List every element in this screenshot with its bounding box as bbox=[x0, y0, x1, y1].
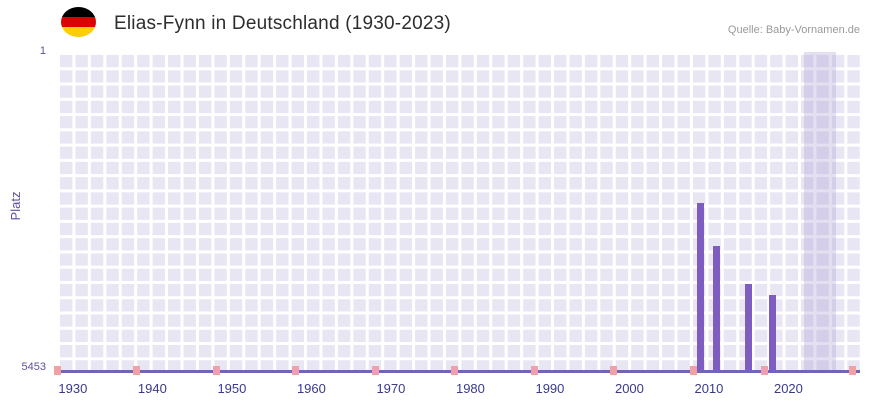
y-axis-label-bottom: 5453 bbox=[21, 361, 46, 373]
x-tick-label-2020: 2020 bbox=[773, 381, 803, 396]
recent-years-highlight-band bbox=[804, 52, 837, 370]
x-tick-label-1930: 1930 bbox=[58, 381, 88, 396]
x-tick-label-1950: 1950 bbox=[217, 381, 247, 396]
y-axis-label-top: 1 bbox=[39, 45, 46, 57]
x-tick-label-1940: 1940 bbox=[137, 381, 167, 396]
x-tick-label-2010: 2010 bbox=[694, 381, 724, 396]
rank-bar-2015[interactable] bbox=[745, 284, 753, 370]
source-attribution: Quelle: Baby-Vornamen.de bbox=[727, 24, 860, 36]
no-rank-marker[interactable] bbox=[451, 366, 459, 375]
y-axis-title: Platz bbox=[8, 191, 23, 221]
x-tick-label-1970: 1970 bbox=[376, 381, 406, 396]
no-rank-marker[interactable] bbox=[371, 366, 379, 375]
no-rank-marker[interactable] bbox=[761, 366, 769, 375]
no-rank-marker[interactable] bbox=[530, 366, 538, 375]
x-tick-label-1990: 1990 bbox=[535, 381, 565, 396]
germany-flag-icon bbox=[61, 7, 96, 37]
rank-bar-2018[interactable] bbox=[769, 295, 777, 370]
rank-bar-2011[interactable] bbox=[713, 246, 721, 370]
x-tick-label-1980: 1980 bbox=[455, 381, 485, 396]
x-tick-label-1960: 1960 bbox=[296, 381, 326, 396]
no-rank-marker[interactable] bbox=[848, 366, 856, 375]
x-axis: 1930 1940 1950 1960 1970 1980 1990 2000 2010 2020 bbox=[57, 381, 860, 401]
no-rank-marker[interactable] bbox=[610, 366, 618, 375]
no-rank-marker[interactable] bbox=[133, 366, 140, 375]
no-rank-marker[interactable] bbox=[689, 366, 697, 375]
chart-title: Elias-Fynn in Deutschland (1930-2023) bbox=[114, 13, 451, 34]
no-rank-marker[interactable] bbox=[53, 366, 61, 375]
x-tick-label-2000: 2000 bbox=[614, 381, 644, 396]
rank-bar-2009[interactable] bbox=[697, 203, 705, 370]
no-rank-marker[interactable] bbox=[292, 366, 299, 375]
plot-area bbox=[53, 52, 860, 375]
no-rank-marker[interactable] bbox=[212, 366, 220, 375]
